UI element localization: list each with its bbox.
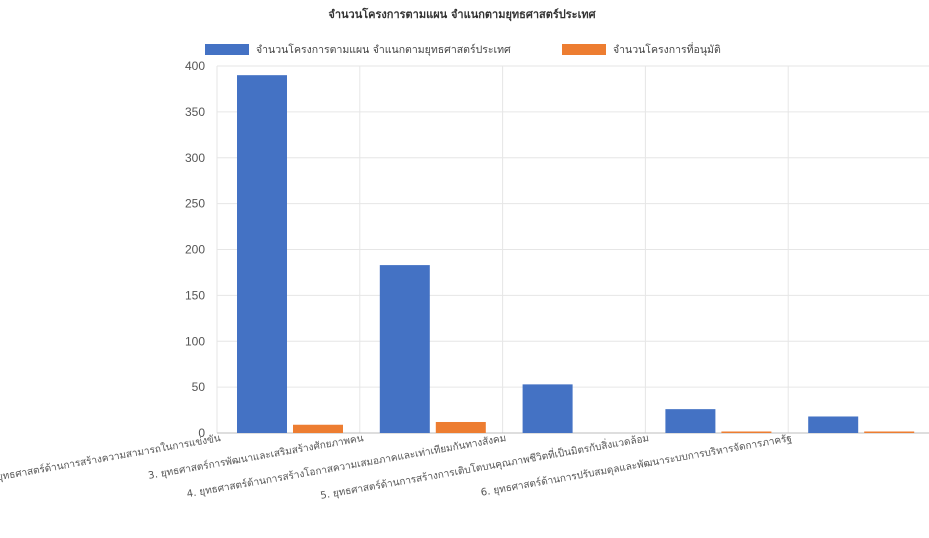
y-tick-label: 350 xyxy=(185,105,205,119)
bar-planned[interactable] xyxy=(522,384,573,433)
x-tick-label: 2. ยุทธศาสตร์ด้านการสร้างความสามารถในการ… xyxy=(0,432,222,485)
y-tick-label: 50 xyxy=(192,380,206,394)
x-axis: 2. ยุทธศาสตร์ด้านการสร้างความสามารถในการ… xyxy=(0,430,793,502)
y-tick-label: 200 xyxy=(185,243,205,257)
bar-approved[interactable] xyxy=(435,421,486,433)
bar-approved[interactable] xyxy=(293,424,343,433)
y-tick-label: 400 xyxy=(185,59,205,73)
legend-label: จำนวนโครงการที่อนุมัติ xyxy=(613,42,721,56)
y-tick-label: 150 xyxy=(185,288,205,302)
bar-approved[interactable] xyxy=(864,431,915,434)
y-tick-label: 300 xyxy=(185,151,205,165)
bar-approved[interactable] xyxy=(721,431,772,434)
legend-label: จำนวนโครงการตามแผน จำแนกตามยุทธศาสตร์ประ… xyxy=(256,43,511,56)
bar-planned[interactable] xyxy=(808,416,859,433)
y-tick-label: 0 xyxy=(198,426,205,440)
bar-planned[interactable] xyxy=(665,409,716,433)
bars xyxy=(237,75,915,434)
y-tick-label: 250 xyxy=(185,197,205,211)
legend-swatch xyxy=(562,44,606,55)
bar-planned[interactable] xyxy=(379,265,430,433)
y-axis: 0 50 100 150 200 250 300 350 400 xyxy=(185,59,205,440)
legend[interactable]: จำนวนโครงการตามแผน จำแนกตามยุทธศาสตร์ประ… xyxy=(205,42,721,56)
chart-title: จำนวนโครงการตามแผน จำแนกตามยุทธศาสตร์ประ… xyxy=(328,7,596,22)
gridlines xyxy=(216,65,929,434)
bar-planned[interactable] xyxy=(237,75,287,434)
legend-swatch xyxy=(205,44,249,55)
y-tick-label: 100 xyxy=(185,334,205,348)
